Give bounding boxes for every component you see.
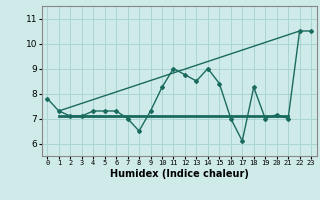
X-axis label: Humidex (Indice chaleur): Humidex (Indice chaleur) [110, 169, 249, 179]
